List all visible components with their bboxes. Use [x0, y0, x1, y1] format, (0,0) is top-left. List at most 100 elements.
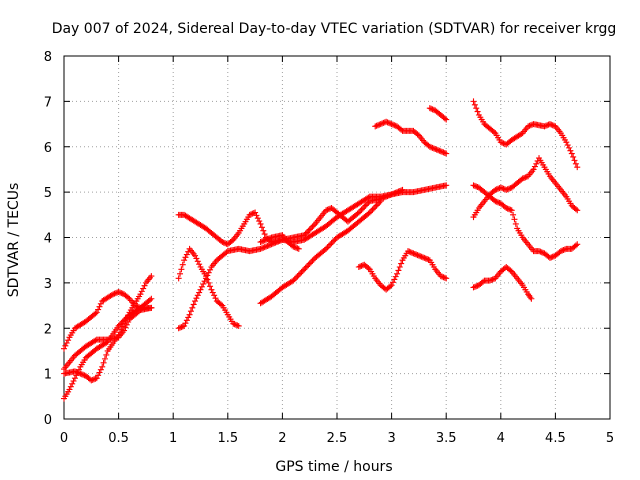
data-point [354, 210, 361, 217]
data-point [305, 227, 312, 234]
data-point [396, 187, 403, 194]
data-point [298, 269, 305, 276]
data-point [521, 174, 528, 181]
data-point [355, 209, 362, 216]
data-point [183, 317, 190, 324]
data-point [204, 276, 211, 283]
data-point [175, 275, 182, 282]
data-point [223, 249, 230, 256]
data-point [125, 319, 132, 326]
data-point [501, 140, 508, 147]
data-point [76, 370, 83, 377]
data-point [265, 242, 272, 249]
data-point [530, 166, 537, 173]
data-point [418, 253, 425, 260]
data-point [66, 386, 73, 393]
data-point [533, 160, 540, 167]
data-point [388, 282, 395, 289]
data-point [291, 244, 298, 251]
data-point [93, 375, 100, 382]
data-point [355, 263, 362, 270]
data-point [362, 202, 369, 209]
data-point [443, 116, 450, 123]
data-point [115, 288, 122, 295]
data-point [561, 246, 568, 253]
data-point [398, 126, 405, 133]
data-point [187, 308, 194, 315]
data-point [258, 224, 265, 231]
data-point [417, 253, 424, 260]
data-point [373, 202, 380, 209]
y-tick-label: 5 [44, 186, 52, 201]
data-point [546, 121, 553, 128]
data-point [219, 239, 226, 246]
data-point [391, 276, 398, 283]
data-point [88, 377, 95, 384]
data-point [546, 254, 553, 261]
data-point [231, 321, 238, 328]
y-tick-label: 0 [44, 413, 52, 428]
data-point [253, 212, 260, 219]
data-point [111, 290, 118, 297]
data-point [246, 211, 253, 218]
data-point [290, 277, 297, 284]
data-point [193, 255, 200, 262]
data-point [148, 304, 155, 311]
data-point [389, 121, 396, 128]
data-point [257, 220, 264, 227]
data-point [396, 263, 403, 270]
data-point [440, 149, 447, 156]
data-point [410, 250, 417, 257]
data-point [293, 274, 300, 281]
data-point [399, 186, 406, 193]
data-point [383, 118, 390, 125]
data-point [327, 241, 334, 248]
data-point [182, 254, 189, 261]
x-tick-label: 2 [278, 431, 286, 446]
data-point [297, 270, 304, 277]
data-point [531, 163, 538, 170]
data-point [264, 236, 271, 243]
data-point [189, 304, 196, 311]
data-point [118, 320, 125, 327]
data-point [308, 259, 315, 266]
data-point [534, 157, 541, 164]
data-point [421, 254, 428, 261]
data-point [194, 258, 201, 265]
data-point [61, 345, 67, 352]
data-point [256, 218, 263, 225]
data-point [303, 229, 310, 236]
data-point [437, 273, 444, 280]
data-point [122, 324, 129, 331]
x-tick-label: 1 [169, 431, 177, 446]
data-point [358, 206, 365, 213]
data-point [252, 209, 259, 216]
data-point [92, 310, 99, 317]
data-point [411, 250, 418, 257]
data-point [357, 208, 364, 215]
data-point [211, 292, 218, 299]
data-point [100, 359, 107, 366]
data-point [433, 146, 440, 153]
data-point [492, 198, 499, 205]
data-point [63, 339, 70, 346]
data-point [271, 240, 278, 247]
data-point [548, 121, 555, 128]
data-point [495, 199, 502, 206]
data-point [395, 188, 402, 195]
data-point [437, 148, 444, 155]
data-point [77, 370, 84, 377]
data-point [395, 267, 402, 274]
data-point [391, 122, 398, 129]
data-point [572, 242, 579, 249]
data-point [503, 186, 510, 193]
data-point [254, 215, 261, 222]
data-point [200, 281, 207, 288]
data-point [141, 282, 148, 289]
series-track-a [61, 288, 155, 352]
data-point [560, 246, 567, 253]
data-point [291, 276, 298, 283]
y-axis-label: SDTVAR / TECUs [6, 183, 22, 298]
data-point [365, 210, 372, 217]
data-point [519, 175, 526, 182]
